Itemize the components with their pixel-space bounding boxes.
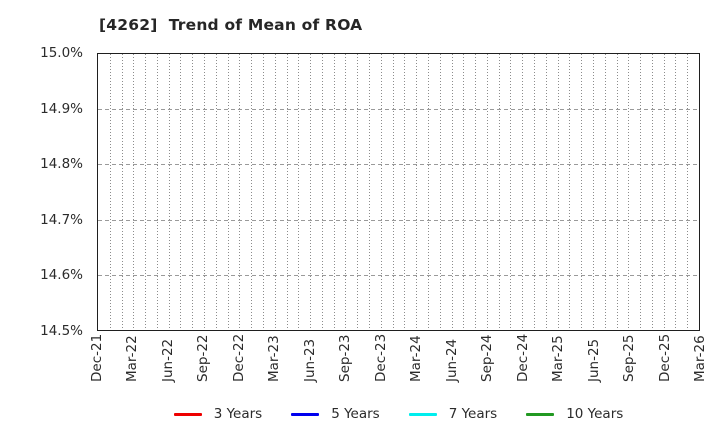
gridline-vertical bbox=[439, 54, 441, 330]
gridline-horizontal bbox=[98, 109, 699, 111]
gridline-vertical bbox=[369, 54, 371, 330]
gridline-vertical bbox=[463, 54, 465, 330]
gridline-vertical bbox=[569, 54, 571, 330]
x-tick-label: Dec-22 bbox=[230, 333, 247, 382]
x-tick-label: Sep-25 bbox=[621, 334, 638, 383]
gridline-vertical bbox=[545, 54, 547, 330]
y-tick-label: 14.5% bbox=[40, 323, 83, 339]
x-tick-label: Jun-22 bbox=[159, 338, 176, 382]
gridline-vertical bbox=[557, 54, 559, 330]
gridline-vertical bbox=[227, 54, 229, 330]
gridline-vertical bbox=[451, 54, 453, 330]
x-tick-label: Sep-22 bbox=[195, 334, 212, 383]
legend-item-3-years: 3 Years bbox=[173, 406, 263, 422]
gridline-vertical bbox=[486, 54, 488, 330]
x-tick-label: Mar-22 bbox=[124, 335, 141, 382]
gridline-vertical bbox=[168, 54, 170, 330]
gridline-vertical bbox=[427, 54, 429, 330]
x-tick-label: Dec-21 bbox=[89, 333, 105, 382]
gridline-vertical bbox=[628, 54, 630, 330]
x-tick-label: Sep-23 bbox=[337, 334, 354, 383]
gridline-vertical bbox=[109, 54, 111, 330]
gridline-vertical bbox=[675, 54, 677, 330]
x-tick-label: Jun-24 bbox=[443, 338, 460, 382]
gridline-vertical bbox=[274, 54, 276, 330]
gridline-vertical bbox=[404, 54, 406, 330]
gridline-vertical bbox=[687, 54, 689, 330]
legend-label: 3 Years bbox=[213, 406, 263, 422]
legend-item-5-years: 5 Years bbox=[291, 406, 380, 422]
x-tick-label: Sep-24 bbox=[479, 334, 496, 383]
legend-line-swatch bbox=[291, 412, 320, 416]
gridline-vertical bbox=[239, 54, 241, 330]
gridline-vertical bbox=[298, 54, 300, 330]
gridline-horizontal bbox=[98, 219, 699, 221]
legend-line-swatch bbox=[526, 412, 555, 416]
gridline-vertical bbox=[498, 54, 500, 330]
gridline-vertical bbox=[333, 54, 335, 330]
gridline-horizontal bbox=[98, 274, 699, 276]
y-tick-label: 15.0% bbox=[40, 45, 83, 61]
gridline-vertical bbox=[133, 54, 135, 330]
gridline-horizontal bbox=[98, 164, 699, 166]
legend: 3 Years 5 Years 7 Years 10 Years bbox=[97, 403, 700, 425]
gridline-vertical bbox=[156, 54, 158, 330]
gridline-vertical bbox=[522, 54, 524, 330]
gridline-vertical bbox=[380, 54, 382, 330]
gridline-vertical bbox=[192, 54, 194, 330]
gridline-vertical bbox=[204, 54, 206, 330]
gridline-vertical bbox=[604, 54, 606, 330]
legend-line-swatch bbox=[173, 412, 202, 416]
x-tick-label: Mar-25 bbox=[550, 335, 567, 382]
y-axis-tick-labels: 15.0% 14.9% 14.8% 14.7% 14.6% 14.5% bbox=[0, 45, 90, 339]
x-tick-label: Mar-23 bbox=[266, 335, 283, 382]
legend-label: 5 Years bbox=[331, 406, 380, 422]
y-tick-label: 14.8% bbox=[40, 156, 83, 173]
gridline-vertical bbox=[534, 54, 536, 330]
gridline-vertical bbox=[592, 54, 594, 330]
gridline-vertical bbox=[416, 54, 418, 330]
gridline-vertical bbox=[251, 54, 253, 330]
legend-label: 10 Years bbox=[566, 406, 624, 422]
x-tick-label: Dec-25 bbox=[656, 333, 673, 382]
gridline-vertical bbox=[357, 54, 359, 330]
gridline-vertical bbox=[121, 54, 123, 330]
gridline-vertical bbox=[321, 54, 323, 330]
gridline-vertical bbox=[310, 54, 312, 330]
x-tick-label: Jun-23 bbox=[301, 338, 318, 382]
x-tick-label: Mar-26 bbox=[692, 335, 708, 382]
gridline-vertical bbox=[581, 54, 583, 330]
y-tick-label: 14.6% bbox=[40, 267, 83, 284]
gridline-vertical bbox=[663, 54, 665, 330]
x-tick-label: Jun-25 bbox=[585, 338, 602, 382]
legend-label: 7 Years bbox=[448, 406, 498, 422]
legend-line-swatch bbox=[408, 412, 437, 416]
gridline-vertical bbox=[616, 54, 618, 330]
gridline-vertical bbox=[345, 54, 347, 330]
gridline-vertical bbox=[262, 54, 264, 330]
gridline-vertical bbox=[180, 54, 182, 330]
y-tick-label: 14.9% bbox=[40, 100, 83, 117]
x-tick-label: Mar-24 bbox=[408, 335, 425, 382]
gridline-vertical bbox=[286, 54, 288, 330]
x-tick-label: Dec-24 bbox=[514, 333, 531, 382]
gridline-vertical bbox=[651, 54, 653, 330]
legend-item-10-years: 10 Years bbox=[526, 406, 623, 422]
x-tick-label: Dec-23 bbox=[372, 333, 389, 382]
chart-title: [4262] Trend of Mean of ROA bbox=[99, 16, 363, 34]
gridline-vertical bbox=[215, 54, 217, 330]
gridline-vertical bbox=[475, 54, 477, 330]
gridline-vertical bbox=[640, 54, 642, 330]
y-tick-label: 14.7% bbox=[40, 211, 83, 228]
legend-item-7-years: 7 Years bbox=[408, 406, 498, 422]
plot-area bbox=[97, 53, 700, 331]
gridline-vertical bbox=[510, 54, 512, 330]
gridline-vertical bbox=[392, 54, 394, 330]
gridline-vertical bbox=[145, 54, 147, 330]
